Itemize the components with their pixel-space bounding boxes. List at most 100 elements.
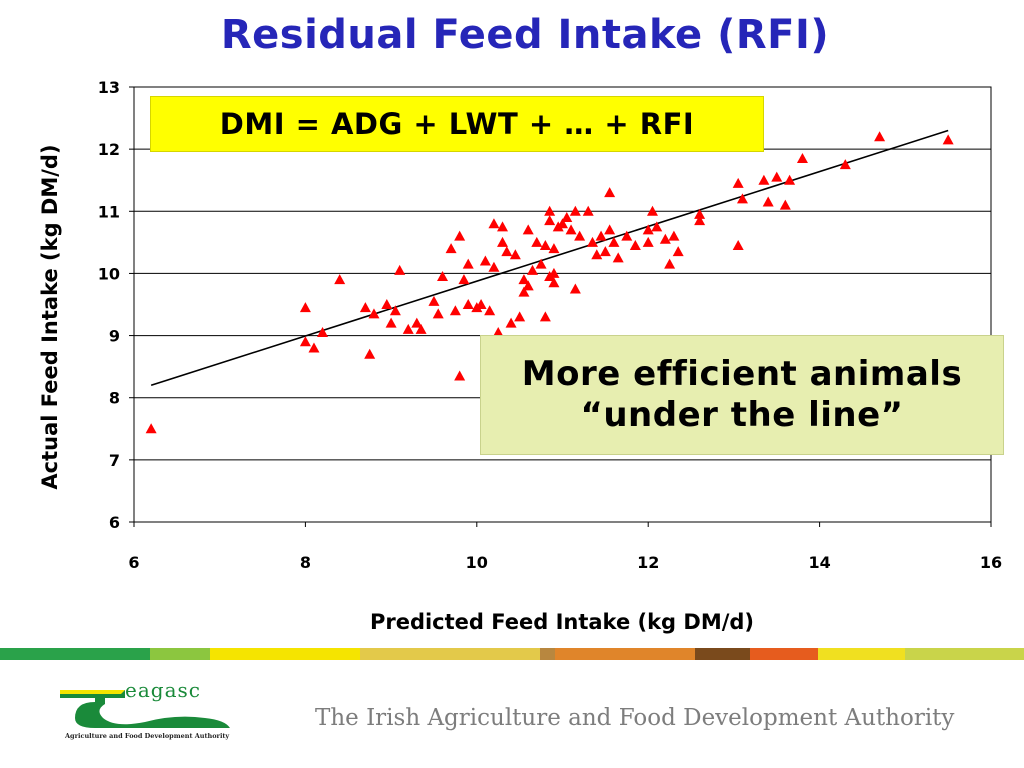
data-point — [415, 323, 427, 334]
y-tick-label: 11 — [98, 202, 120, 221]
data-point — [454, 230, 466, 241]
data-point — [771, 171, 783, 182]
data-point — [672, 246, 684, 257]
teagasc-logo-mark — [60, 690, 230, 728]
data-point — [599, 246, 611, 257]
data-point — [527, 264, 539, 275]
stripe-segment — [0, 648, 150, 660]
stripe-segment — [750, 648, 818, 660]
data-point — [449, 305, 461, 316]
y-tick-label: 9 — [109, 327, 120, 346]
x-tick-label: 8 — [300, 553, 311, 572]
data-point — [484, 305, 496, 316]
data-point — [505, 317, 517, 328]
data-point — [522, 280, 534, 291]
logo-wordmark: eagasc — [125, 678, 201, 702]
data-point — [522, 224, 534, 235]
chart-trendline-group — [150, 129, 949, 387]
trendline — [150, 129, 949, 387]
data-point — [591, 249, 603, 260]
data-point — [548, 267, 560, 278]
data-point — [586, 236, 598, 247]
data-point — [642, 224, 654, 235]
data-point — [334, 274, 346, 285]
chart-tick-labels: 6 7 8 9 10 11 12 13 6 8 10 12 14 16 — [98, 78, 1002, 572]
data-point — [462, 299, 474, 309]
data-point — [874, 131, 886, 142]
data-point — [758, 174, 770, 185]
data-point — [535, 258, 547, 269]
data-point — [145, 423, 157, 434]
stripe-segment — [150, 648, 210, 660]
y-tick-label: 7 — [109, 451, 120, 470]
data-point — [736, 193, 748, 204]
data-point — [664, 258, 676, 269]
slide-title: Residual Feed Intake (RFI) — [220, 12, 830, 58]
data-point — [646, 205, 658, 216]
data-point — [299, 336, 311, 347]
data-point — [604, 224, 616, 235]
data-point — [544, 205, 556, 216]
data-point — [497, 236, 509, 247]
data-point — [385, 317, 397, 328]
data-point — [501, 246, 513, 257]
stripe-segment — [540, 648, 555, 660]
data-point — [488, 218, 500, 229]
data-point — [539, 311, 551, 322]
x-tick-label: 6 — [128, 553, 139, 572]
y-tick-label: 8 — [109, 389, 120, 408]
data-point — [569, 205, 581, 216]
data-point — [942, 134, 954, 145]
data-point — [784, 174, 796, 185]
data-point — [394, 264, 406, 275]
stripe-segment — [210, 648, 360, 660]
stripe-segment — [818, 648, 905, 660]
stripe-segment — [695, 648, 750, 660]
data-point — [668, 230, 680, 241]
plot-area-border — [133, 86, 992, 523]
x-tick-label: 14 — [808, 553, 830, 572]
data-point — [732, 239, 744, 250]
chart-gridlines — [134, 86, 991, 523]
data-point — [432, 308, 444, 319]
data-point — [428, 295, 440, 306]
data-point — [509, 249, 521, 260]
data-point — [642, 236, 654, 247]
stripe-segment — [555, 648, 695, 660]
data-point — [488, 261, 500, 272]
data-point — [694, 208, 706, 219]
data-point — [582, 205, 594, 216]
y-tick-label: 13 — [98, 78, 120, 97]
data-point — [514, 311, 526, 322]
data-point — [569, 283, 581, 294]
data-point — [544, 215, 556, 226]
callout-line-2: “under the line” — [580, 395, 904, 435]
x-tick-label: 16 — [980, 553, 1002, 572]
data-point — [518, 274, 530, 285]
data-point — [402, 323, 414, 334]
data-point — [492, 326, 504, 337]
data-point — [796, 152, 808, 163]
data-point — [548, 243, 560, 254]
data-point — [518, 286, 530, 297]
data-point — [299, 302, 311, 313]
data-point — [458, 274, 470, 285]
efficiency-callout: More efficient animals “under the line” — [480, 335, 1004, 455]
chart-axes — [129, 86, 992, 527]
data-point — [779, 199, 791, 210]
data-point — [437, 271, 449, 282]
data-point — [548, 277, 560, 288]
data-point — [445, 243, 457, 254]
formula-box: DMI = ADG + LWT + … + RFI — [150, 96, 764, 152]
data-point — [368, 308, 380, 319]
y-tick-label: 12 — [98, 140, 120, 159]
x-tick-label: 10 — [466, 553, 488, 572]
footer-tagline: The Irish Agriculture and Food Developme… — [315, 705, 955, 731]
data-point — [462, 258, 474, 269]
data-point — [694, 215, 706, 226]
data-point — [497, 221, 509, 232]
data-point — [359, 302, 371, 313]
data-point — [411, 317, 423, 328]
chart-points — [145, 131, 954, 434]
data-point — [839, 159, 851, 170]
